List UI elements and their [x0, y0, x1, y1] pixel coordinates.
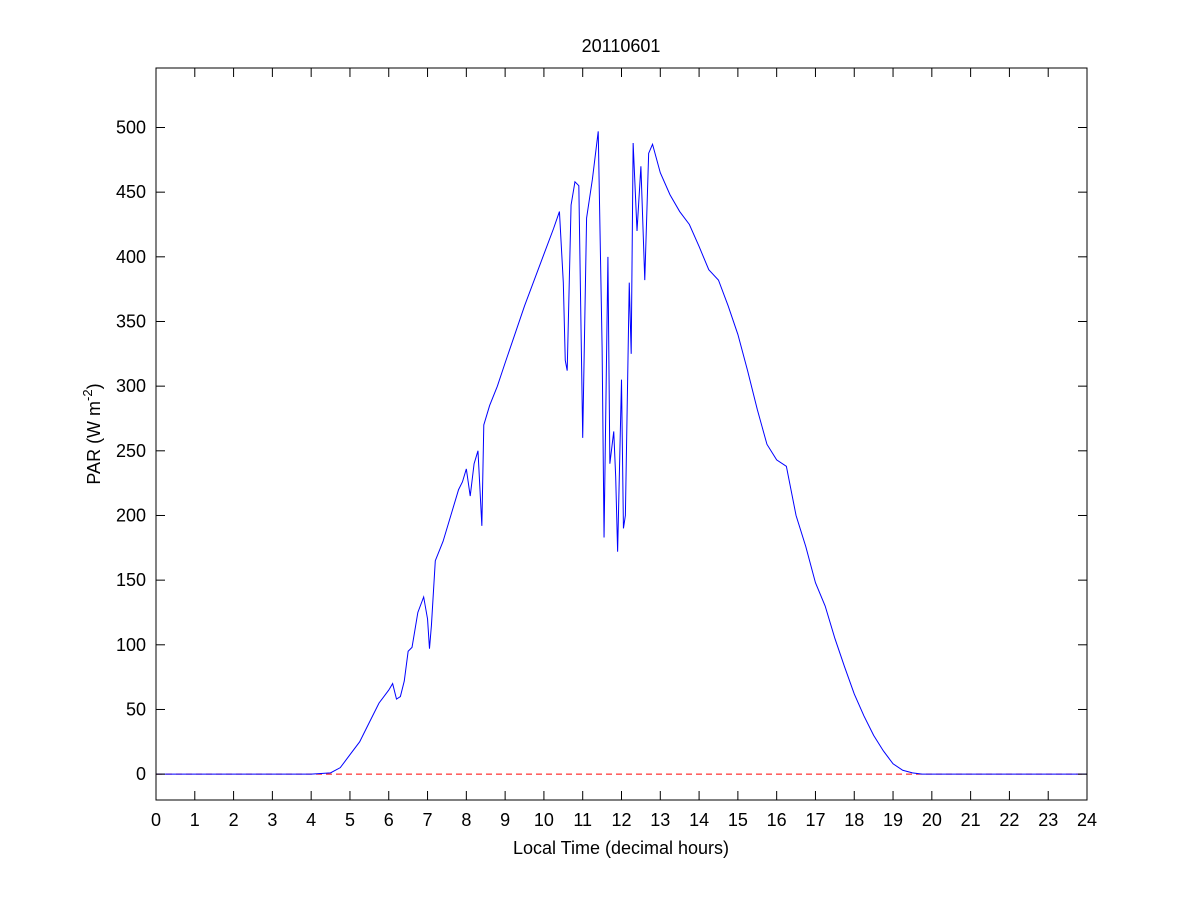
y-label-suffix: ) — [84, 383, 104, 389]
x-tick-label: 5 — [345, 810, 355, 830]
x-tick-label: 0 — [151, 810, 161, 830]
x-tick-label: 22 — [999, 810, 1019, 830]
x-tick-label: 20 — [922, 810, 942, 830]
x-tick-label: 19 — [883, 810, 903, 830]
y-label-text: PAR (W m — [84, 401, 104, 485]
x-tick-label: 3 — [267, 810, 277, 830]
line-series — [156, 131, 1087, 775]
y-tick-label: 200 — [116, 505, 146, 525]
x-tick-label: 8 — [461, 810, 471, 830]
x-tick-label: 11 — [573, 810, 592, 830]
x-tick-label: 2 — [229, 810, 239, 830]
x-tick-label: 17 — [805, 810, 825, 830]
x-tick-label: 12 — [611, 810, 631, 830]
x-tick-label: 21 — [961, 810, 981, 830]
x-tick-label: 18 — [844, 810, 864, 830]
y-tick-label: 300 — [116, 376, 146, 396]
x-tick-label: 10 — [534, 810, 554, 830]
y-axis-label: PAR (W m-2) — [80, 383, 104, 484]
x-tick-label: 15 — [728, 810, 748, 830]
x-tick-label: 6 — [384, 810, 394, 830]
x-tick-label: 9 — [500, 810, 510, 830]
x-tick-label: 14 — [689, 810, 709, 830]
x-tick-label: 13 — [650, 810, 670, 830]
x-tick-label: 1 — [190, 810, 200, 830]
chart-title: 20110601 — [582, 36, 661, 56]
y-tick-label: 50 — [126, 699, 146, 719]
y-tick-label: 400 — [116, 247, 146, 267]
y-tick-label: 350 — [116, 311, 146, 331]
x-tick-label: 4 — [306, 810, 316, 830]
y-tick-label: 250 — [116, 441, 146, 461]
y-tick-label: 450 — [116, 182, 146, 202]
x-tick-label: 24 — [1077, 810, 1097, 830]
y-tick-label: 0 — [136, 764, 146, 784]
y-tick-label: 100 — [116, 635, 146, 655]
y-tick-label: 150 — [116, 570, 146, 590]
y-tick-label: 500 — [116, 117, 146, 137]
y-label-sup: -2 — [80, 389, 95, 401]
x-tick-label: 23 — [1038, 810, 1058, 830]
x-axis-label: Local Time (decimal hours) — [513, 838, 729, 858]
x-tick-label: 7 — [423, 810, 433, 830]
x-tick-label: 16 — [767, 810, 787, 830]
